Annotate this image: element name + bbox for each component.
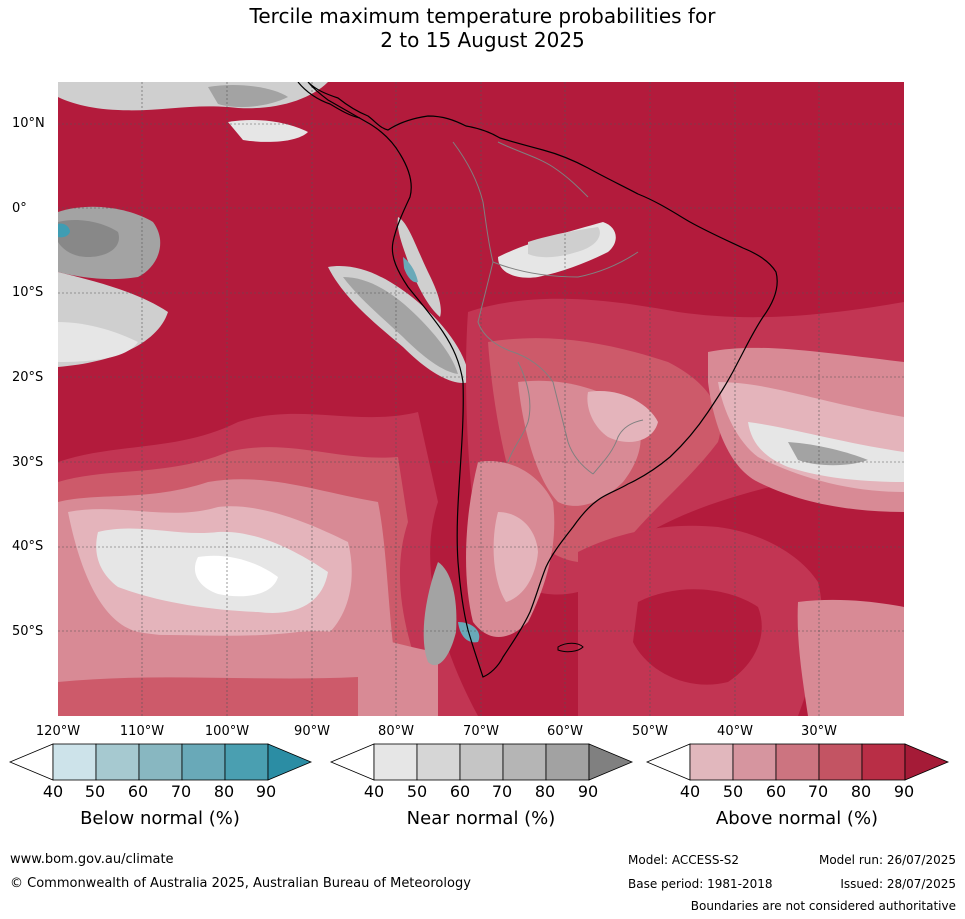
colorbar-tick: 50: [406, 782, 428, 801]
issued-text: Issued: 28/07/2025: [840, 877, 956, 891]
field-near-50-north: [228, 120, 308, 142]
colorbar-tick: 60: [127, 782, 149, 801]
field-below-80: [58, 223, 70, 238]
colorbar-below-normal: [8, 740, 313, 781]
colorbar-extension-high: [267, 743, 313, 781]
colorbar-segment: [775, 743, 820, 781]
colorbar-tick: 40: [679, 782, 701, 801]
colorbar-segment: [732, 743, 777, 781]
colorbar-extension-low: [645, 743, 691, 781]
colorbar-segment: [224, 743, 269, 781]
colorbar-below-normal-svg: [8, 743, 313, 781]
colorbar-tick: 70: [170, 782, 192, 801]
colorbar-segment: [861, 743, 906, 781]
falkland-islands: [557, 642, 584, 653]
title-line-1: Tercile maximum temperature probabilitie…: [249, 4, 716, 28]
probability-map: [58, 82, 904, 716]
field-below-70-andes: [403, 257, 418, 283]
latitude-label: 10°N: [12, 116, 45, 131]
field-bottom-red: [58, 677, 358, 716]
field-near-60-amazon: [528, 227, 600, 258]
colorbar-tick: 90: [255, 782, 277, 801]
colorbar-segment: [689, 743, 734, 781]
longitude-label: 60°W: [547, 724, 583, 739]
colorbar-segment: [818, 743, 863, 781]
colorbar-above-normal-svg: [645, 743, 950, 781]
latitude-label: 20°S: [12, 370, 44, 385]
colorbar-tick: 40: [363, 782, 385, 801]
longitude-label: 120°W: [35, 724, 81, 739]
base-period-text: Base period: 1981-2018: [628, 877, 773, 891]
colorbar-extension-low: [8, 743, 54, 781]
colorbar-segment: [373, 743, 418, 781]
colorbar-extension-low: [329, 743, 375, 781]
colorbar-tick: 80: [213, 782, 235, 801]
longitude-label: 100°W: [204, 724, 250, 739]
colorbar-near-normal: [329, 740, 634, 781]
south-america-coastline: [307, 82, 778, 678]
colorbar-tick: 90: [893, 782, 915, 801]
map-title: Tercile maximum temperature probabilitie…: [0, 4, 965, 52]
longitude-label: 40°W: [717, 724, 753, 739]
colorbar-near-normal-svg: [329, 743, 634, 781]
field-near-90-west: [58, 220, 119, 257]
colorbar-title-above: Above normal (%): [715, 808, 879, 829]
graticule: [58, 82, 904, 716]
colorbar-extension-high: [904, 743, 950, 781]
colorbar-title-below: Below normal (%): [80, 808, 240, 829]
colorbar-tick: 90: [577, 782, 599, 801]
country-borders: [452, 141, 644, 475]
colorbar-extension-high: [588, 743, 634, 781]
colorbar-tick: 50: [722, 782, 744, 801]
field-near-50-west: [58, 322, 138, 362]
field-near-80-atlantic: [788, 442, 868, 466]
latitude-label: 40°S: [12, 539, 44, 554]
colorbar-segment: [138, 743, 183, 781]
field-above-60-far-south: [797, 599, 904, 716]
longitude-label: 50°W: [632, 724, 668, 739]
field-white-south: [194, 555, 278, 597]
colorbar-segment: [95, 743, 140, 781]
field-above-50-brazil: [587, 391, 658, 442]
field-near-60-andes-north: [397, 217, 441, 317]
central-america-coastline: [297, 82, 361, 119]
colorbar-segment: [181, 743, 226, 781]
latitude-label: 0°: [12, 201, 27, 216]
latitude-label: 50°S: [12, 624, 44, 639]
colorbar-tick: 70: [807, 782, 829, 801]
colorbar-tick: 60: [449, 782, 471, 801]
field-near-80-patagonia: [423, 562, 457, 666]
map-svg: [58, 82, 904, 716]
colorbar-segment: [502, 743, 547, 781]
model-text: Model: ACCESS-S2: [628, 853, 740, 867]
longitude-label: 70°W: [463, 724, 499, 739]
field-above-90-south-atlantic: [633, 589, 762, 685]
field-near-80-coastal: [343, 277, 458, 374]
longitude-label: 80°W: [378, 724, 414, 739]
longitude-label: 30°W: [801, 724, 837, 739]
colorbar-tick: 70: [491, 782, 513, 801]
copyright-text: © Commonwealth of Australia 2025, Austra…: [10, 876, 471, 891]
website-link[interactable]: www.bom.gov.au/climate: [10, 852, 174, 867]
colorbar-tick: 40: [42, 782, 64, 801]
latitude-label: 10°S: [12, 285, 44, 300]
field-above-50-argentina: [493, 512, 538, 602]
longitude-label: 90°W: [294, 724, 330, 739]
colorbar-segment: [545, 743, 590, 781]
field-near-80-north: [208, 85, 288, 108]
disclaimer-text: Boundaries are not considered authoritat…: [690, 899, 956, 913]
model-run-text: Model run: 26/07/2025: [818, 853, 956, 867]
colorbar-tick: 80: [850, 782, 872, 801]
colorbar-segment: [459, 743, 504, 781]
latitude-label: 30°S: [12, 455, 44, 470]
title-line-2: 2 to 15 August 2025: [380, 28, 585, 52]
colorbar-tick: 80: [534, 782, 556, 801]
colorbar-tick: 50: [84, 782, 106, 801]
colorbar-segment: [52, 743, 97, 781]
colorbar-segment: [416, 743, 461, 781]
colorbar-tick: 60: [765, 782, 787, 801]
colorbar-title-near: Near normal (%): [406, 808, 556, 829]
longitude-label: 110°W: [119, 724, 165, 739]
colorbar-above-normal: [645, 740, 950, 781]
